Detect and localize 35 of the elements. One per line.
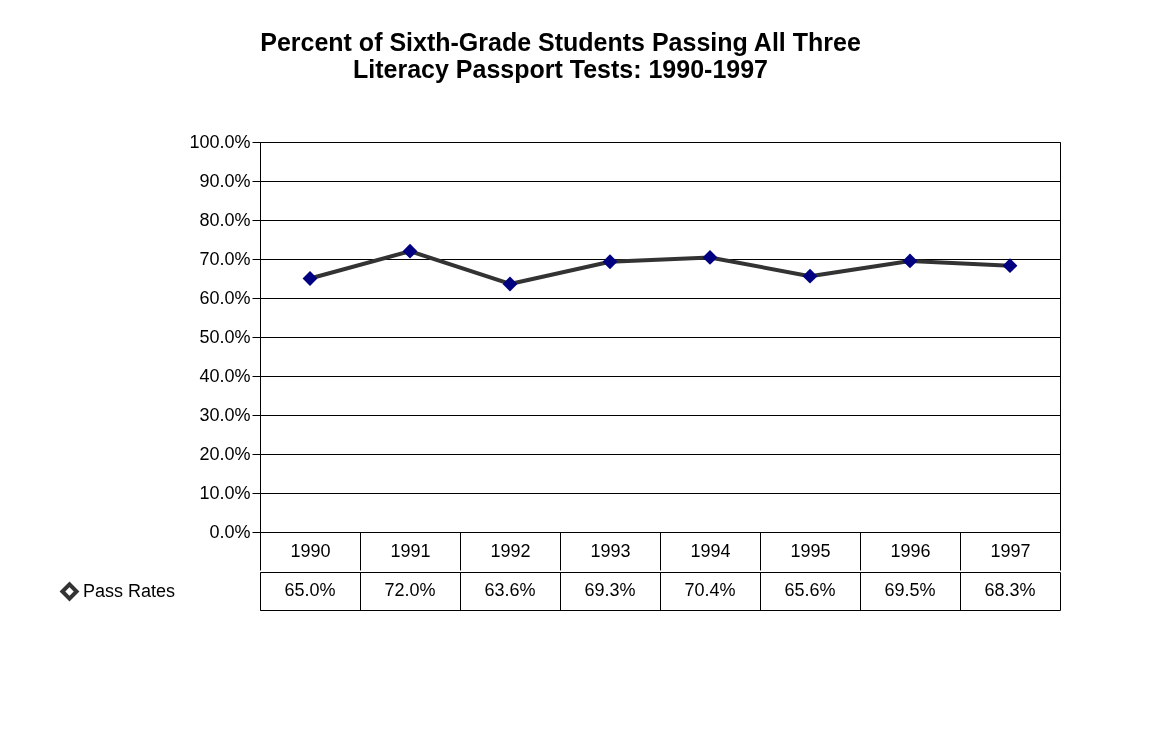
- x-tick-label: 1995: [790, 540, 831, 561]
- data-label: 65.0%: [284, 580, 336, 600]
- point: [902, 253, 918, 269]
- point: [802, 268, 818, 284]
- y-tick-label: 60.0%: [199, 287, 251, 308]
- y-tick-label: 40.0%: [199, 365, 251, 386]
- y-tick-label: 70.0%: [199, 248, 251, 269]
- x-tick-label: 1996: [890, 540, 931, 561]
- x-tick-label: 1994: [690, 540, 731, 561]
- x-tick-label: 1992: [490, 540, 531, 561]
- y-tick-label: 90.0%: [199, 170, 251, 191]
- x-tick-label: 1997: [990, 540, 1031, 561]
- y-tick-label: 30.0%: [199, 404, 251, 425]
- data-label: 63.6%: [484, 580, 536, 600]
- y-tick-label: 0.0%: [209, 521, 251, 542]
- x-tick-label: 1991: [390, 540, 431, 561]
- data-label: 72.0%: [384, 580, 436, 600]
- y-tick-label: 10.0%: [199, 482, 251, 503]
- data-label: 70.4%: [684, 580, 736, 600]
- y-tick-label: 20.0%: [199, 443, 251, 464]
- legend-label: Pass Rates: [83, 580, 176, 601]
- data-label: 68.3%: [984, 580, 1036, 600]
- point: [502, 276, 518, 292]
- data-label: 65.6%: [784, 580, 836, 600]
- point: [602, 254, 618, 270]
- point: [402, 243, 418, 259]
- data-label: 69.3%: [584, 580, 636, 600]
- y-tick-label: 80.0%: [199, 209, 251, 230]
- data-label: 69.5%: [884, 580, 936, 600]
- chart-title: Percent of Sixth-Grade Students Passing All Three Literacy Passport Tests: 1990-1997: [260, 27, 861, 83]
- y-tick-label: 100.0%: [189, 131, 251, 152]
- x-tick-label: 1990: [290, 540, 331, 561]
- x-tick-label: 1993: [590, 540, 631, 561]
- y-tick-label: 50.0%: [199, 326, 251, 347]
- point: [1002, 258, 1018, 274]
